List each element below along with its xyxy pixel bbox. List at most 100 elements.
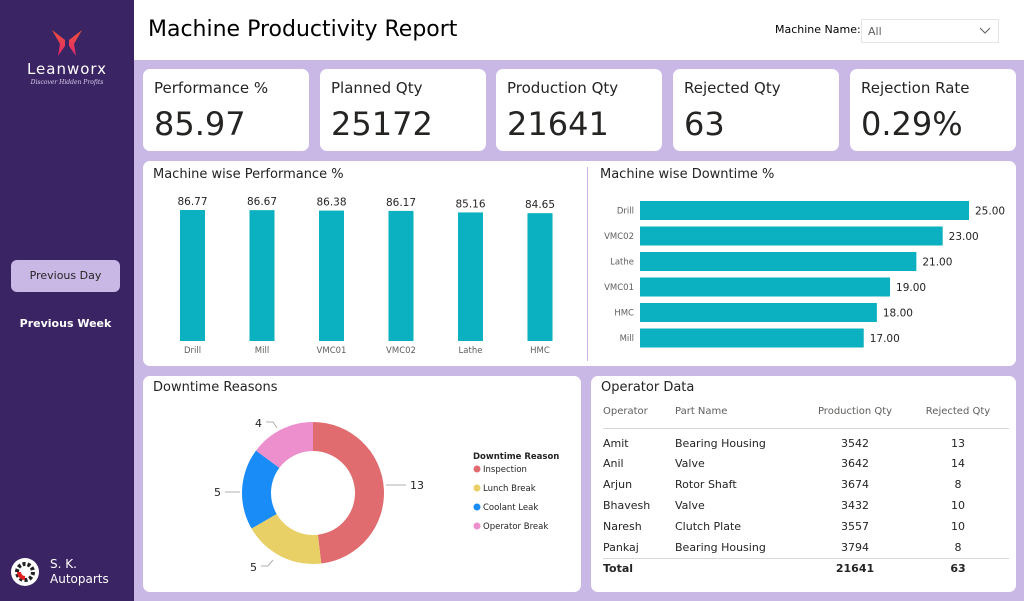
donut-slice-inspection[interactable] xyxy=(313,422,385,564)
performance-bar[interactable] xyxy=(458,212,483,341)
legend-item[interactable]: Coolant Leak xyxy=(483,503,538,513)
total-rejected-cell: 63 xyxy=(907,557,1009,579)
brand-logo: Leanworx Discover Hidden Profits xyxy=(0,28,134,86)
performance-value-label: 86.77 xyxy=(177,196,207,208)
kpi-card-planned-qty: Planned Qty 25172 xyxy=(320,69,486,151)
downtime-value-label: 18.00 xyxy=(883,308,913,320)
downtime-bar[interactable] xyxy=(640,252,917,271)
kpi-value: 0.29% xyxy=(861,105,963,143)
operator-table-title: Operator Data xyxy=(601,380,695,395)
legend-item[interactable]: Lunch Break xyxy=(483,484,536,494)
kpi-value: 63 xyxy=(684,105,725,143)
performance-bar[interactable] xyxy=(180,210,205,341)
downtime-chart-title: Machine wise Downtime % xyxy=(600,167,775,182)
donut-value-label: 13 xyxy=(410,479,424,492)
column-header-part-name[interactable]: Part Name xyxy=(675,403,803,429)
performance-bar[interactable] xyxy=(249,210,275,341)
performance-bar[interactable] xyxy=(319,210,344,341)
donut-value-label: 5 xyxy=(214,486,221,499)
rejected-qty-cell: 8 xyxy=(954,540,962,554)
donut-slice-operator-break[interactable] xyxy=(256,422,313,468)
downtime-category-label: Lathe xyxy=(610,258,634,268)
part-name-cell: Valve xyxy=(675,499,705,512)
rejected-qty-cell: 10 xyxy=(951,499,965,512)
downtime-reasons-panel: Downtime Reasons 13 5 5 4 Downtime Reason Ins… xyxy=(143,376,581,592)
donut-value-label: 4 xyxy=(255,417,262,430)
production-qty-cell: 3557 xyxy=(841,520,869,533)
downtime-bar[interactable] xyxy=(640,328,864,348)
previous-week-button[interactable]: Previous Week xyxy=(19,317,112,330)
performance-category-label: Drill xyxy=(184,346,201,356)
kpi-label: Planned Qty xyxy=(331,79,423,97)
brand-name: Leanworx xyxy=(26,60,108,78)
operator-table: Operator Part Name Production Qty Reject… xyxy=(603,403,1009,579)
downtime-category-label: Drill xyxy=(617,207,634,217)
kpi-card-production-qty: Production Qty 21641 xyxy=(496,69,662,151)
butterfly-logo-icon xyxy=(52,30,82,56)
downtime-bar[interactable] xyxy=(640,201,969,220)
downtime-bar[interactable] xyxy=(640,226,943,246)
part-name-cell: Bearing Housing xyxy=(675,437,766,450)
downtime-bar[interactable] xyxy=(640,277,891,297)
rejected-qty-cell: 10 xyxy=(951,520,965,533)
kpi-label: Performance % xyxy=(154,79,269,97)
performance-value-label: 86.17 xyxy=(386,197,416,209)
legend-marker xyxy=(473,465,481,473)
total-label-cell: Total xyxy=(603,557,675,579)
column-header-production-qty[interactable]: Production Qty xyxy=(803,403,907,429)
brand-tagline: Discover Hidden Profits xyxy=(30,79,104,86)
part-name-cell: Bearing Housing xyxy=(675,540,766,554)
rejected-qty-cell: 8 xyxy=(954,478,962,491)
performance-value-label: 86.38 xyxy=(316,197,346,209)
machine-name-dropdown[interactable]: All xyxy=(861,19,999,43)
downtime-value-label: 23.00 xyxy=(949,231,979,243)
column-header-operator[interactable]: Operator xyxy=(603,403,675,429)
donut-leader-line xyxy=(261,559,274,567)
production-qty-cell: 3542 xyxy=(841,437,869,450)
sidebar: Leanworx Discover Hidden Profits Previou… xyxy=(0,0,134,601)
legend-marker xyxy=(473,484,481,492)
operator-cell: Pankaj xyxy=(603,540,639,554)
performance-category-label: HMC xyxy=(530,346,550,356)
table-header-row: Operator Part Name Production Qty Reject… xyxy=(603,403,1009,429)
panel-divider xyxy=(587,167,588,361)
legend-marker xyxy=(473,503,481,511)
donut-value-label: 5 xyxy=(250,561,257,574)
donut-slice-lunch-break[interactable] xyxy=(251,514,322,564)
kpi-card-rejection-rate: Rejection Rate 0.29% xyxy=(850,69,1016,151)
kpi-card-rejected-qty: Rejected Qty 63 xyxy=(673,69,839,151)
previous-day-button[interactable]: Previous Day xyxy=(11,260,120,292)
company-name-line1: S. K. xyxy=(50,557,77,571)
chevron-down-icon xyxy=(979,27,991,34)
performance-category-label: VMC02 xyxy=(386,346,416,356)
downtime-value-label: 21.00 xyxy=(922,257,952,269)
donut-leader-line xyxy=(266,421,278,429)
performance-category-label: Mill xyxy=(255,346,269,356)
table-row: Pankaj Bearing Housing 3794 8 xyxy=(603,537,1009,558)
column-header-rejected-qty[interactable]: Rejected Qty xyxy=(907,403,1009,429)
downtime-bar[interactable] xyxy=(640,303,877,322)
donut-slice-coolant-leak[interactable] xyxy=(242,450,280,529)
part-name-cell: Clutch Plate xyxy=(675,520,742,533)
performance-value-label: 84.65 xyxy=(525,199,555,211)
performance-bar[interactable] xyxy=(527,213,553,341)
table-row: Arjun Rotor Shaft 3674 8 xyxy=(603,474,1009,495)
downtime-category-label: VMC02 xyxy=(604,232,634,242)
part-name-cell: Rotor Shaft xyxy=(675,478,737,491)
legend-item[interactable]: Operator Break xyxy=(483,522,548,532)
operator-cell: Bhavesh xyxy=(603,499,651,512)
downtime-category-label: HMC xyxy=(614,309,634,319)
performance-value-label: 85.16 xyxy=(455,198,485,210)
company-badge: S. K. Autoparts xyxy=(10,557,109,587)
table-row: Amit Bearing Housing 3542 13 xyxy=(603,429,1009,454)
header: Machine Productivity Report Machine Name… xyxy=(134,0,1024,60)
legend-item[interactable]: Inspection xyxy=(483,465,527,475)
production-qty-cell: 3674 xyxy=(841,478,869,491)
performance-category-label: Lathe xyxy=(459,346,483,356)
downtime-reasons-title: Downtime Reasons xyxy=(153,380,278,395)
kpi-label: Rejection Rate xyxy=(861,79,970,97)
performance-bar[interactable] xyxy=(388,210,414,341)
production-qty-cell: 3642 xyxy=(841,457,869,470)
performance-value-label: 86.67 xyxy=(247,196,277,208)
machine-charts-panel: Machine wise Performance % Machine wise … xyxy=(143,161,1016,366)
